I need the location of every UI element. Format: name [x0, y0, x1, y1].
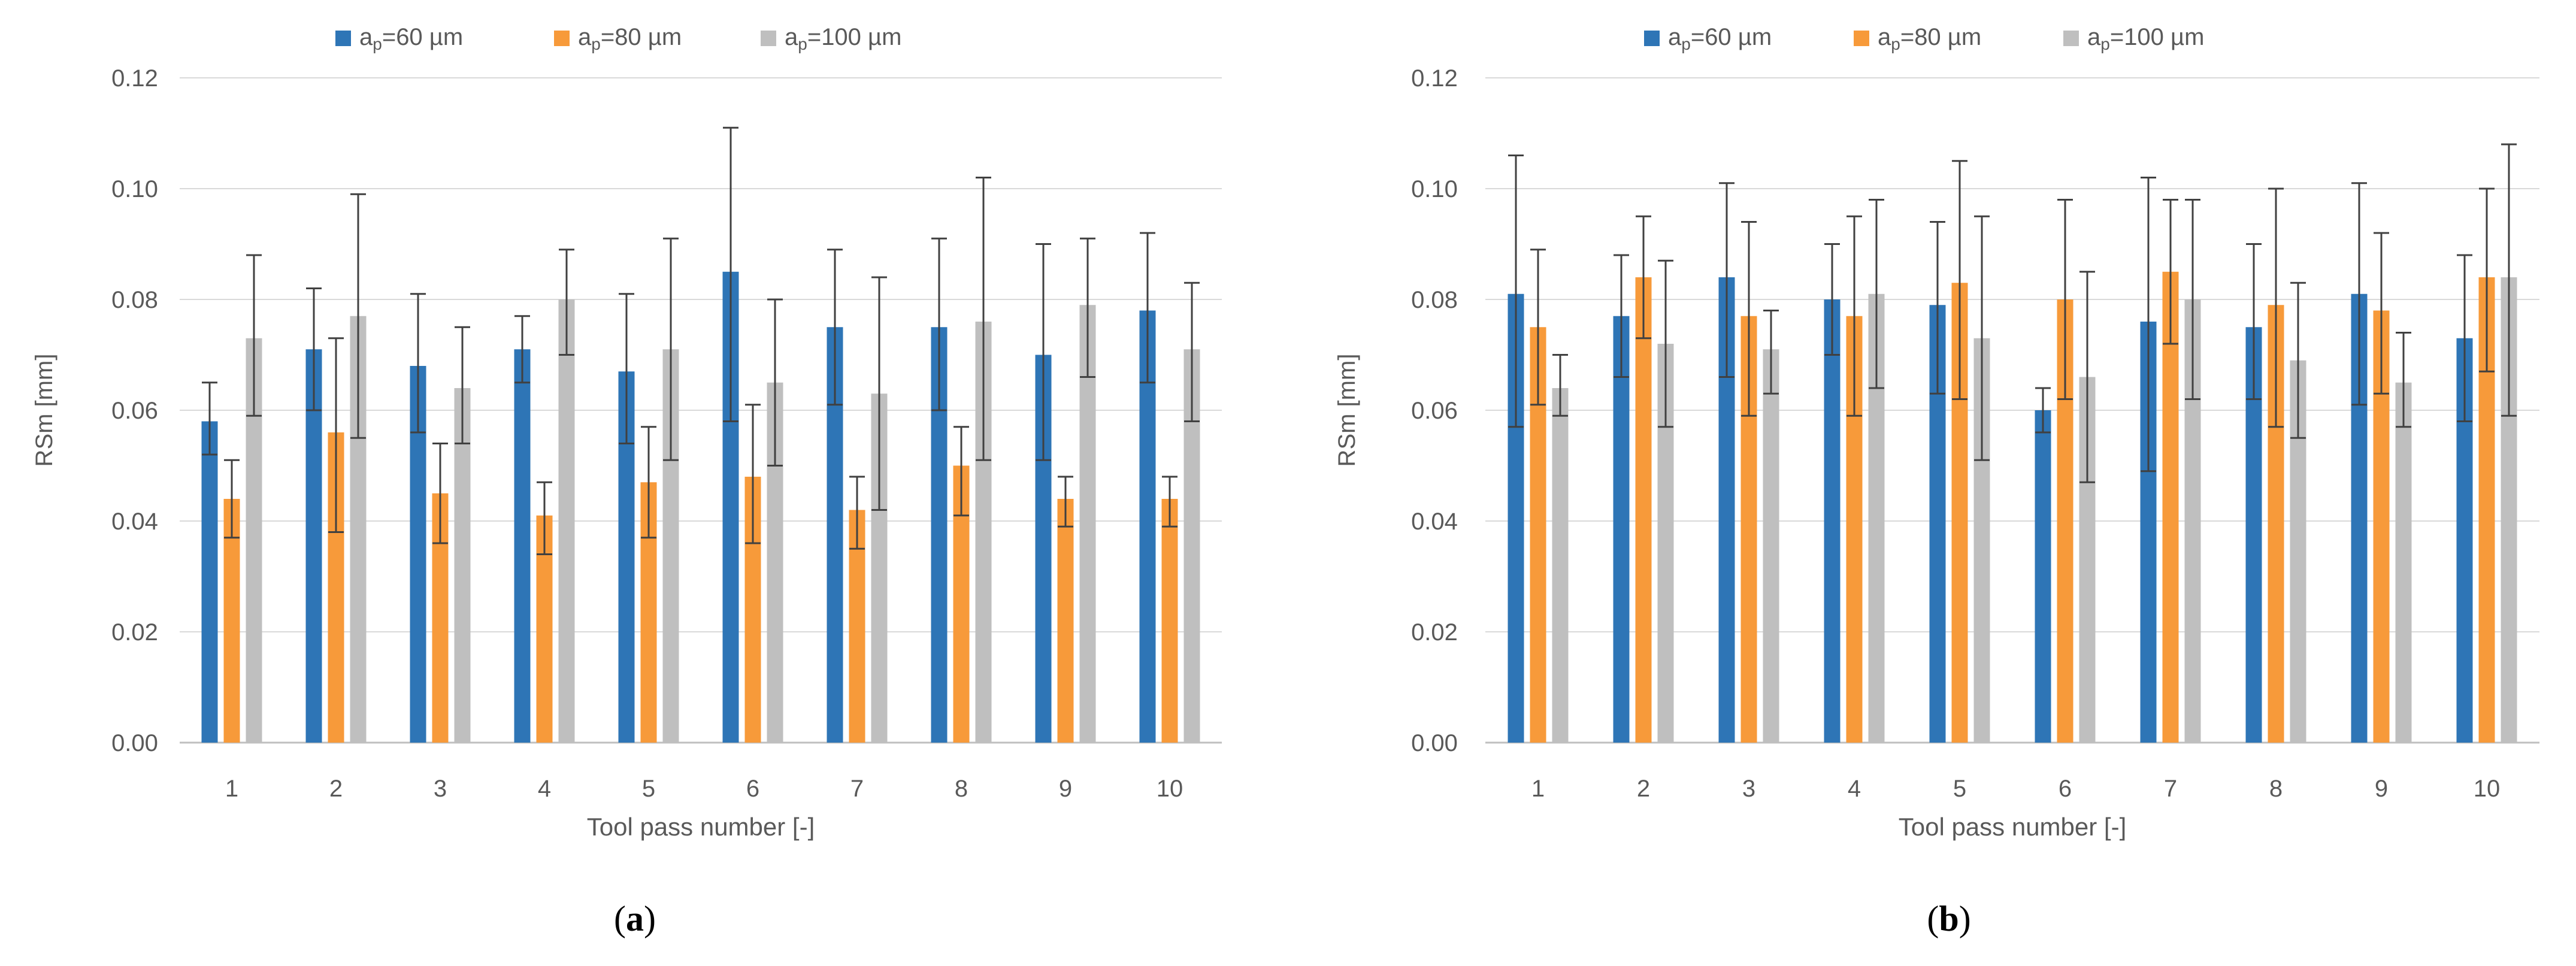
- y-tick-label: 0.12: [111, 65, 158, 92]
- x-tick-label: 6: [746, 776, 759, 802]
- y-tick-label: 0.06: [1411, 398, 1458, 424]
- x-tick-label: 8: [955, 776, 968, 802]
- legend-entry: ap=80 µm: [578, 24, 682, 53]
- chart-a: 0.00 0.02 0.04 0.06 0.08 0.10 0.12 RSm [mm] Tool…: [31, 24, 1222, 841]
- legend-swatch: [2063, 31, 2079, 46]
- x-tick-label: 3: [1742, 776, 1755, 802]
- y-tick-label: 0.00: [111, 730, 158, 756]
- x-axis-label: Tool pass number [-]: [1899, 813, 2127, 841]
- y-tick-label: 0.02: [1411, 619, 1458, 646]
- x-tick-label: 5: [642, 776, 655, 802]
- y-axis-label: RSm [mm]: [31, 354, 57, 467]
- bar: [2162, 271, 2179, 743]
- bar: [201, 421, 218, 743]
- legend-entry: ap=100 µm: [785, 24, 901, 53]
- y-tick-label: 0.08: [1411, 287, 1458, 313]
- bar: [1824, 299, 1841, 743]
- x-tick-label: 6: [2059, 776, 2072, 802]
- y-tick-label: 0.12: [1411, 65, 1458, 92]
- panel-label-b: (b): [1927, 899, 1971, 938]
- x-tick-label: 7: [850, 776, 864, 802]
- bar: [1635, 277, 1652, 743]
- x-tick-label: 1: [1531, 776, 1545, 802]
- legend-entry: ap=60 µm: [1668, 24, 1772, 53]
- x-tick-label: 4: [538, 776, 551, 802]
- y-tick-label: 0.06: [111, 398, 158, 424]
- panel-label-a: (a): [614, 899, 656, 938]
- x-tick-label: 4: [1848, 776, 1861, 802]
- bar: [1613, 316, 1630, 743]
- bar: [1552, 388, 1569, 743]
- legend-swatch: [335, 31, 351, 46]
- y-tick-label: 0.02: [111, 619, 158, 646]
- x-tick-label: 2: [1637, 776, 1650, 802]
- y-tick-label: 0.00: [1411, 730, 1458, 756]
- legend-swatch: [761, 31, 776, 46]
- x-tick-label: 9: [2375, 776, 2388, 802]
- y-tick-label: 0.10: [111, 176, 158, 202]
- x-axis-label: Tool pass number [-]: [587, 813, 815, 841]
- y-axis-label: RSm [mm]: [1334, 354, 1360, 467]
- x-tick-label: 9: [1059, 776, 1072, 802]
- x-tick-label: 10: [2474, 776, 2501, 802]
- legend-entry: ap=60 µm: [359, 24, 463, 53]
- y-tick-label: 0.04: [111, 508, 158, 535]
- chart-b: 0.00 0.02 0.04 0.06 0.08 0.10 0.12 RSm [mm] Tool…: [1334, 24, 2539, 841]
- x-tick-label: 3: [434, 776, 447, 802]
- legend-swatch: [554, 31, 570, 46]
- x-tick-label: 2: [329, 776, 343, 802]
- y-tick-label: 0.10: [1411, 176, 1458, 202]
- x-tick-label: 5: [1953, 776, 1966, 802]
- bar: [1763, 349, 1779, 743]
- bar: [454, 388, 471, 743]
- legend-entry: ap=100 µm: [2087, 24, 2204, 53]
- bar: [1079, 305, 1096, 743]
- legend-entry: ap=80 µm: [1878, 24, 1981, 53]
- bar: [514, 349, 531, 743]
- bar: [2395, 382, 2412, 743]
- bar: [1161, 499, 1178, 743]
- bar: [305, 349, 322, 743]
- legend-swatch: [1644, 31, 1660, 46]
- bar: [1057, 499, 1074, 743]
- y-tick-label: 0.04: [1411, 508, 1458, 535]
- y-tick-label: 0.08: [111, 287, 158, 313]
- legend-swatch: [1854, 31, 1869, 46]
- x-tick-label: 10: [1157, 776, 1183, 802]
- bar: [558, 299, 575, 743]
- x-tick-label: 7: [2164, 776, 2177, 802]
- bar: [2035, 410, 2051, 743]
- bar: [223, 499, 240, 743]
- x-tick-label: 1: [225, 776, 238, 802]
- x-tick-label: 8: [2269, 776, 2283, 802]
